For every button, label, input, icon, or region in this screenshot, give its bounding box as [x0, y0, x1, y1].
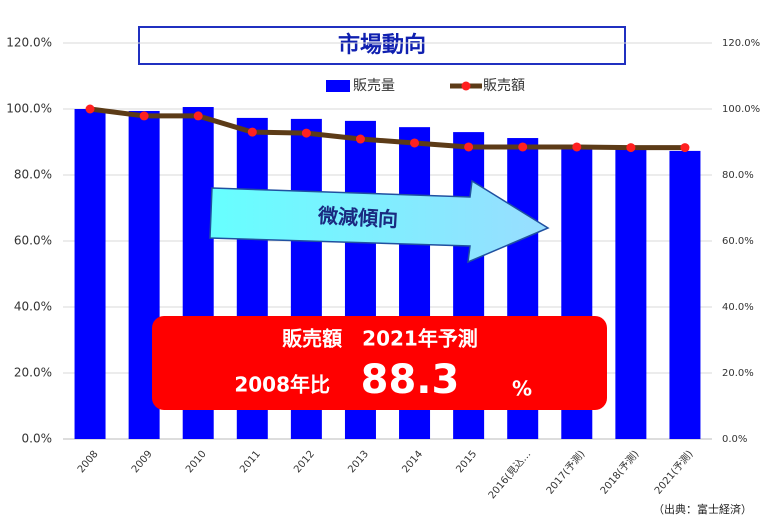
y-tick-label: 0.0%	[22, 432, 53, 446]
arrow-shape	[209, 179, 550, 264]
y2-tick-label: 120.0%	[722, 38, 760, 49]
y2-tick-label: 0.0%	[722, 434, 747, 445]
x-tick-label: 2021(予測)	[651, 447, 695, 496]
callout-value: 88.3	[361, 357, 460, 403]
line	[89, 106, 685, 151]
x-tick-label: 2015	[454, 449, 479, 476]
x-tick-label: 2012	[292, 449, 317, 476]
y2-tick-label: 40.0%	[722, 302, 754, 313]
bar	[615, 148, 647, 439]
y-tick-label: 80.0%	[14, 168, 52, 182]
line-marker	[680, 143, 690, 153]
line-marker	[410, 138, 420, 148]
line-marker	[518, 142, 528, 152]
y2-tick-label: 20.0%	[722, 368, 754, 379]
callout-box	[152, 316, 607, 410]
chart-title: 市場動向	[338, 32, 426, 58]
source: （出典：富士経済）	[653, 502, 752, 516]
line-marker	[626, 143, 636, 153]
x-tick-label: 2017(予測)	[543, 447, 587, 496]
x-tick-label: 2010	[184, 449, 209, 476]
x-tick-label: 2018(予測)	[597, 447, 641, 496]
y-tick-label: 120.0%	[6, 36, 52, 50]
y-tick-label: 60.0%	[14, 234, 52, 248]
arrow: 微減傾向	[209, 179, 550, 264]
x-tick-label: 2016(見込…	[486, 448, 533, 501]
legend-swatch	[461, 81, 471, 91]
callout-prefix: 2008年比	[234, 373, 330, 397]
arrow-label: 微減傾向	[317, 203, 399, 231]
line-marker	[139, 111, 149, 121]
x-tick-label: 2011	[238, 449, 263, 476]
y-tick-label: 100.0%	[6, 102, 52, 116]
title-box	[138, 26, 626, 65]
bar	[669, 150, 701, 439]
callout-unit: %	[512, 377, 532, 401]
x-tick-label: 2013	[346, 449, 371, 476]
line-marker	[85, 104, 95, 114]
callout-title: 販売額 2021年予測	[282, 327, 478, 351]
line-marker	[301, 128, 311, 138]
y2-tick-label: 80.0%	[722, 170, 754, 181]
y2-tick-label: 100.0%	[722, 104, 760, 115]
x-tick-label: 2014	[400, 449, 425, 476]
x-tick-label: 2008	[76, 449, 101, 476]
line-marker	[572, 142, 582, 152]
y-tick-label: 40.0%	[14, 300, 52, 314]
plot: 0.0% 20.0% 40.0% 60.0% 80.0% 100.0% 120.0% 0.0%…	[6, 36, 760, 502]
legend-swatch	[326, 80, 350, 92]
line-marker	[247, 127, 257, 137]
x-tick-label: 2009	[130, 449, 155, 476]
y2-tick-label: 60.0%	[722, 236, 754, 247]
y-tick-label: 20.0%	[14, 366, 52, 380]
bar	[74, 109, 106, 439]
line-marker	[193, 111, 203, 121]
line-marker	[355, 134, 365, 144]
line-marker	[464, 142, 474, 152]
legend-label: 販売額	[483, 78, 525, 94]
legend-label: 販売量	[353, 78, 395, 94]
